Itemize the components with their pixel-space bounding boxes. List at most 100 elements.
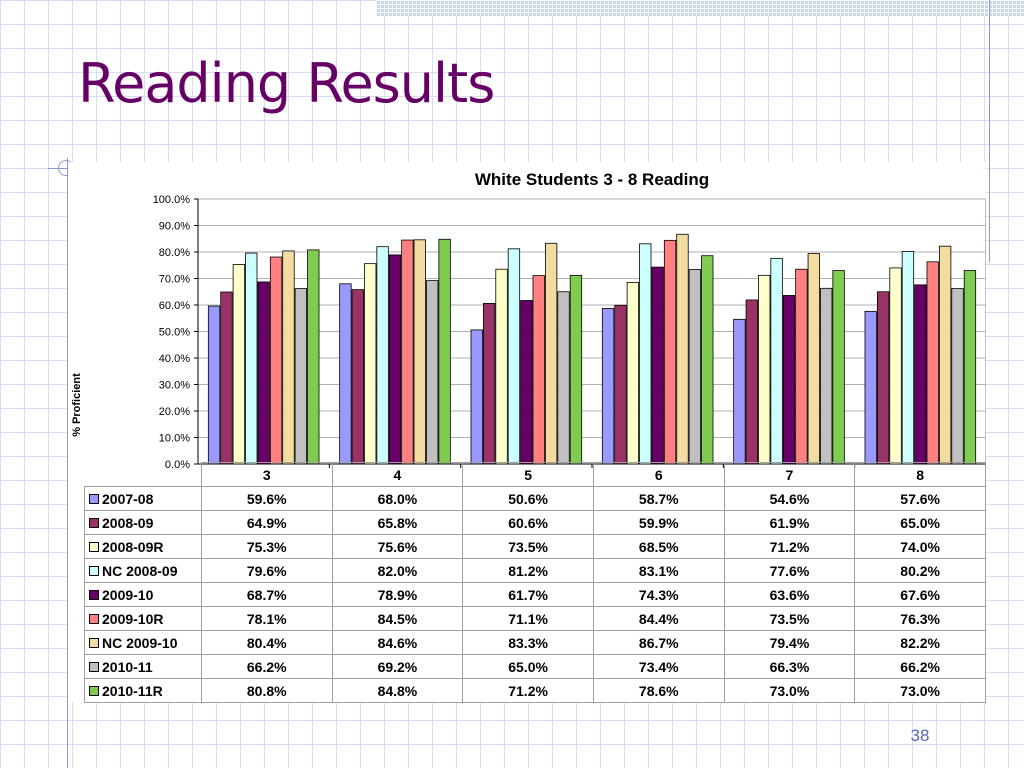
data-label: 80.8% (200, 678, 333, 703)
bar-2010-11-grade-8 (951, 288, 964, 465)
table-row: 2008-09R 75.3% 75.6% 73.5% 68.5% 71.2% 74.0% (84, 534, 986, 559)
bar-2008-09r-grade-3 (232, 264, 246, 465)
data-label: 68.0% (331, 486, 464, 511)
data-label: 71.1% (462, 606, 594, 631)
data-label: 57.6% (854, 486, 986, 511)
chart-data-table: 3 4 5 6 7 8 2007-08 59.6% 68.0% 50.6% 58.7% 54.6% 57… (84, 462, 986, 703)
y-tick-label: 80.0% (159, 247, 190, 259)
bar-2007-08-grade-6 (601, 308, 615, 465)
bar-2009-10r-grade-6 (663, 239, 677, 465)
bar-nc-2009-10-grade-6 (676, 233, 689, 465)
bar-2008-09-grade-4 (351, 289, 364, 465)
legend-entry: 2009-10 (84, 582, 202, 607)
x-tick-label: 5 (462, 462, 594, 487)
bar-nc-2008-09-grade-8 (901, 251, 915, 465)
y-tick-label: 30.0% (159, 380, 190, 392)
y-tick-label: 70.0% (159, 274, 190, 286)
bar-2008-09r-grade-5 (495, 268, 508, 465)
bar-2010-11-grade-4 (426, 280, 439, 465)
data-label: 75.6% (331, 534, 464, 559)
bar-2010-11r-grade-5 (569, 274, 583, 465)
bar-2009-10-grade-4 (388, 254, 402, 465)
data-label: 65.0% (854, 510, 986, 535)
series-name: 2008-09 (102, 514, 154, 531)
legend-swatch (89, 661, 99, 672)
data-label: 69.2% (331, 654, 464, 679)
data-label: 66.3% (723, 654, 856, 679)
data-label: 59.9% (592, 510, 725, 535)
bar-2010-11r-grade-4 (438, 238, 451, 465)
bar-nc-2008-09-grade-6 (639, 243, 652, 465)
bar-2009-10-grade-8 (914, 284, 927, 465)
bar-2009-10r-grade-3 (269, 256, 283, 465)
data-label: 73.4% (592, 654, 725, 679)
decorative-grid-band (376, 0, 1024, 16)
bar-2009-10-grade-6 (651, 266, 664, 465)
x-tick-label: 6 (592, 462, 725, 487)
bar-2010-11-grade-7 (820, 287, 833, 465)
table-row: 2010-11 66.2% 69.2% 65.0% 73.4% 66.3% 66.2% (84, 654, 986, 679)
legend-entry: NC 2009-10 (84, 630, 202, 655)
bar-2008-09-grade-7 (745, 299, 758, 465)
bar-2009-10-grade-3 (257, 281, 270, 465)
bar-2007-08-grade-7 (733, 318, 746, 465)
data-label: 58.7% (592, 486, 725, 511)
data-label: 82.2% (854, 630, 986, 655)
table-row: 2009-10 68.7% 78.9% 61.7% 74.3% 63.6% 67.6% (84, 582, 986, 607)
table-row: NC 2008-09 79.6% 82.0% 81.2% 83.1% 77.6% 80.2% (84, 558, 986, 583)
legend-entry: 2009-10R (84, 606, 202, 631)
legend-entry: 2008-09 (84, 510, 202, 535)
data-label: 81.2% (462, 558, 594, 583)
y-tick-label: 20.0% (159, 406, 190, 418)
legend-swatch (89, 637, 99, 648)
slide-title: Reading Results (78, 52, 495, 115)
bar-2008-09-grade-3 (220, 291, 233, 465)
data-label: 65.8% (331, 510, 464, 535)
series-name: 2010-11 (102, 658, 153, 675)
bar-nc-2008-09-grade-7 (770, 257, 783, 465)
data-label: 82.0% (331, 558, 464, 583)
bar-2008-09r-grade-8 (889, 267, 902, 465)
bar-nc-2009-10-grade-3 (282, 250, 295, 465)
bar-2008-09-grade-6 (614, 304, 627, 465)
series-name: NC 2008-09 (102, 562, 178, 579)
data-label: 76.3% (854, 606, 986, 631)
legend-swatch (89, 565, 99, 576)
bar-2010-11r-grade-8 (963, 270, 977, 465)
bar-2009-10-grade-7 (782, 295, 796, 465)
data-label: 71.2% (723, 534, 856, 559)
y-tick-label: 60.0% (159, 300, 190, 312)
data-label: 84.8% (331, 678, 464, 703)
y-tick-label: 50.0% (159, 327, 190, 339)
data-label: 83.3% (462, 630, 594, 655)
data-label: 73.0% (723, 678, 856, 703)
table-row: 2008-09 64.9% 65.8% 60.6% 59.9% 61.9% 65.0% (84, 510, 986, 535)
data-label: 59.6% (200, 486, 333, 511)
bar-nc-2009-10-grade-4 (413, 239, 426, 465)
table-row: 2007-08 59.6% 68.0% 50.6% 58.7% 54.6% 57.6% (84, 486, 986, 511)
data-label: 60.6% (462, 510, 594, 535)
series-name: NC 2009-10 (102, 634, 178, 651)
data-label: 74.3% (592, 582, 725, 607)
data-label: 61.9% (723, 510, 856, 535)
data-label: 78.1% (200, 606, 333, 631)
bar-2007-08-grade-8 (864, 310, 877, 465)
legend-swatch (89, 589, 99, 600)
legend-swatch (89, 613, 99, 624)
table-row: NC 2009-10 80.4% 84.6% 83.3% 86.7% 79.4% 82.2% (84, 630, 986, 655)
legend-entry: 2007-08 (84, 486, 202, 511)
table-corner (84, 462, 202, 487)
data-label: 71.2% (462, 678, 594, 703)
bar-nc-2008-09-grade-3 (245, 252, 258, 465)
data-label: 50.6% (462, 486, 594, 511)
legend-entry: 2008-09R (84, 534, 202, 559)
series-name: 2009-10 (102, 586, 154, 603)
data-label: 73.0% (854, 678, 986, 703)
data-label: 67.6% (854, 582, 986, 607)
x-tick-label: 4 (331, 462, 464, 487)
legend-entry: 2010-11 (84, 654, 202, 679)
bar-2010-11r-grade-7 (832, 270, 845, 465)
data-label: 80.2% (854, 558, 986, 583)
x-tick-label: 3 (200, 462, 333, 487)
